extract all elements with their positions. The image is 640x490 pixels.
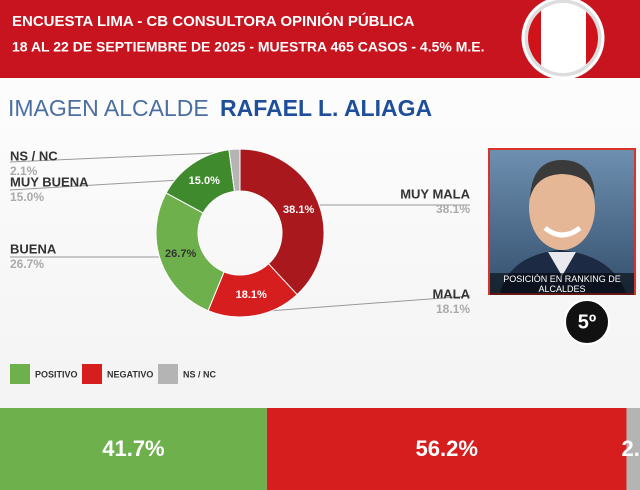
donut-segment [239,148,325,296]
ranking-caption: POSICIÓN EN RANKING DE ALCALDES [503,274,621,294]
category-value: 38.1% [436,202,470,216]
category-label: MUY BUENA [10,174,89,189]
segment-value-label: 18.1% [236,289,267,301]
category-label: NS / NC [10,148,58,163]
stacked-bar [266,408,627,490]
leader-lines [9,151,471,313]
legend-swatch [82,364,102,384]
donut-segment [155,192,225,312]
bar-value-label: 41.7% [102,436,164,461]
category-value: 18.1% [436,302,470,316]
flag [521,0,605,80]
ranking-caption-box: POSICIÓN EN RANKING DE ALCALDES [503,274,621,294]
legend-label: NS / NC [183,369,217,379]
segment-value-label: 38.1% [283,204,314,216]
category-value: 26.7% [10,257,44,271]
bar-value-label: 2.1% [621,436,640,461]
category-label: BUENA [10,241,57,256]
ranking-badge [564,299,610,345]
bar-value-label: 56.2% [416,436,478,461]
category-value: 15.0% [10,190,44,204]
category-value: 2.1% [10,164,38,178]
legend-label: NEGATIVO [107,369,153,379]
stacked-bar [626,408,640,490]
title-prefix: IMAGEN ALCALDE [8,95,209,121]
title-name: RAFAEL L. ALIAGA [220,95,432,121]
legend-label: POSITIVO [35,369,78,379]
category-label: MALA [432,286,470,301]
stacked-bar [0,408,267,490]
legend-swatch [158,364,178,384]
ranking-position: 5º [578,311,596,333]
category-label: MUY MALA [400,186,470,201]
header-line: ENCUESTA LIMA - CB CONSULTORA OPINIÓN PÚ… [12,12,415,30]
segment-value-label: 26.7% [165,248,196,260]
header-line: 18 AL 22 DE SEPTIEMBRE DE 2025 - MUESTRA… [12,39,485,55]
donut-segment [228,148,241,192]
segment-value-label: 15.0% [189,175,220,187]
photo [488,148,636,295]
legend-swatch [10,364,30,384]
